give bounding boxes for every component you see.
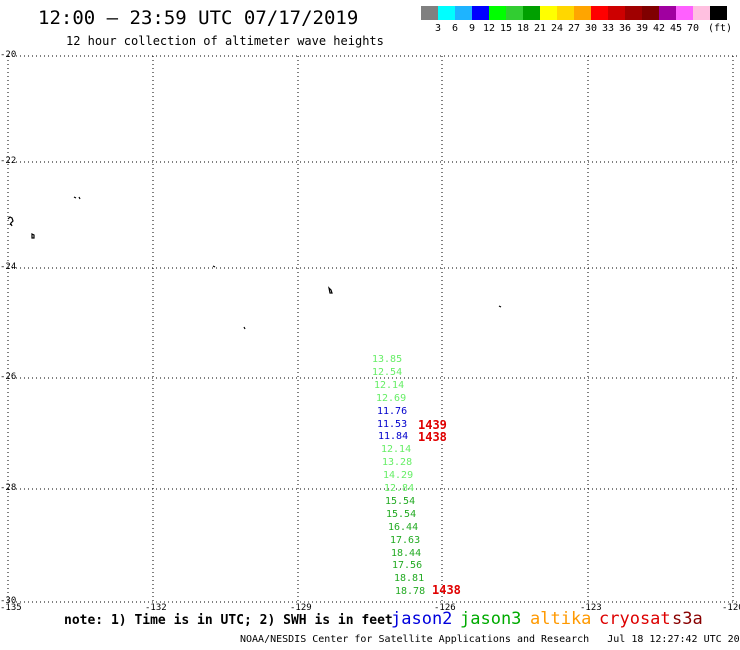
legend-jason3: jason3 xyxy=(460,609,522,629)
latitude-tick-label: -24 xyxy=(0,262,17,272)
wave-height-value: 15.54 xyxy=(386,509,417,520)
islands xyxy=(7,196,502,330)
color-scale-tick: 9 xyxy=(469,23,476,34)
wave-height-value: 16.44 xyxy=(388,522,419,533)
latitude-tick-label: -20 xyxy=(0,50,17,60)
wave-height-value: 15.54 xyxy=(385,496,416,507)
color-swatch xyxy=(489,6,506,20)
color-scale-tick: 15 xyxy=(500,23,513,34)
wave-height-value: 12.69 xyxy=(376,393,407,404)
legend-s3a: s3a xyxy=(672,609,703,629)
color-scale-tick: 6 xyxy=(452,23,459,34)
legend-jason2: jason2 xyxy=(391,609,453,629)
color-scale-tick: 18 xyxy=(517,23,530,34)
color-swatch xyxy=(455,6,472,20)
island-8 xyxy=(243,326,246,330)
color-swatch xyxy=(540,6,557,20)
color-scale-tick: 27 xyxy=(568,23,581,34)
color-swatch xyxy=(608,6,625,20)
island-2 xyxy=(10,223,13,227)
latitude-tick-label: -30 xyxy=(0,596,17,606)
color-swatch xyxy=(693,6,710,20)
longitude-tick-label: -129 xyxy=(290,603,312,613)
color-swatch xyxy=(438,6,455,20)
color-swatch xyxy=(574,6,591,20)
island-5 xyxy=(78,196,81,200)
latitude-tick-label: -28 xyxy=(0,483,17,493)
wave-height-value: 11.84 xyxy=(378,431,409,442)
longitude-tick-label: -123 xyxy=(580,603,602,613)
footer-note: note: 1) Time is in UTC; 2) SWH is in fe… xyxy=(64,613,393,628)
island-9 xyxy=(498,305,502,308)
color-scale-tick: 24 xyxy=(551,23,564,34)
color-scale-tick: 3 xyxy=(435,23,442,34)
longitude-tick-label: -132 xyxy=(145,603,167,613)
color-swatch xyxy=(625,6,642,20)
color-scale-tick: 33 xyxy=(602,23,615,34)
color-swatch xyxy=(557,6,574,20)
wave-height-value: 18.44 xyxy=(391,548,422,559)
island-3 xyxy=(31,233,35,239)
gridlines xyxy=(8,56,738,602)
wave-height-value: 14.29 xyxy=(383,470,414,481)
pass-time-label: 1438 xyxy=(432,583,461,597)
color-scale-tick: 12 xyxy=(483,23,496,34)
credit-line: NOAA/NESDIS Center for Satellite Applica… xyxy=(240,634,740,645)
wave-height-value: 11.53 xyxy=(377,419,408,430)
color-scale-unit: (ft) xyxy=(708,23,733,34)
wave-height-value: 12.54 xyxy=(372,367,403,378)
island-1 xyxy=(7,216,14,226)
color-swatch xyxy=(506,6,523,20)
wave-height-value: 17.56 xyxy=(392,560,423,571)
wave-height-value: 12.14 xyxy=(381,444,412,455)
color-swatch xyxy=(642,6,659,20)
wave-height-value: 13.28 xyxy=(382,457,413,468)
latitude-tick-label: -26 xyxy=(0,372,17,382)
color-swatch xyxy=(523,6,540,20)
pass-time-label: 1438 xyxy=(418,430,447,444)
longitude-tick-label: -126 xyxy=(434,603,456,613)
color-scale-tick: 39 xyxy=(636,23,649,34)
color-scale-tick: 36 xyxy=(619,23,632,34)
wave-height-value: 12.84 xyxy=(384,483,415,494)
wave-height-value: 11.76 xyxy=(377,406,408,417)
legend-altika: altika xyxy=(530,609,592,629)
color-scale-tick: 45 xyxy=(670,23,683,34)
latitude-tick-label: -22 xyxy=(0,156,17,166)
color-swatch xyxy=(421,6,438,20)
color-swatch xyxy=(472,6,489,20)
color-scale-tick: 70 xyxy=(687,23,700,34)
legend-cryosat: cryosat xyxy=(599,609,671,629)
wave-height-value: 18.78 xyxy=(395,586,426,597)
longitude-tick-label: -120 xyxy=(722,603,740,613)
color-swatch xyxy=(659,6,676,20)
color-swatch xyxy=(676,6,693,20)
page-subtitle: 12 hour collection of altimeter wave hei… xyxy=(66,34,384,48)
color-scale-tick: 21 xyxy=(534,23,547,34)
color-scale-tick: 30 xyxy=(585,23,598,34)
page-title: 12:00 – 23:59 UTC 07/17/2019 xyxy=(38,7,359,29)
wave-height-value: 18.81 xyxy=(394,573,425,584)
color-scale-tick: 42 xyxy=(653,23,666,34)
longitude-tick-label: -135 xyxy=(0,603,22,613)
island-6 xyxy=(212,265,216,268)
pass-time-label: 1439 xyxy=(418,418,447,432)
wave-height-value: 12.14 xyxy=(374,380,405,391)
island-4 xyxy=(73,196,77,199)
color-swatch xyxy=(710,6,727,20)
wave-height-value: 13.85 xyxy=(372,354,403,365)
color-swatch xyxy=(591,6,608,20)
wave-height-value: 17.63 xyxy=(390,535,421,546)
island-7 xyxy=(328,286,333,294)
